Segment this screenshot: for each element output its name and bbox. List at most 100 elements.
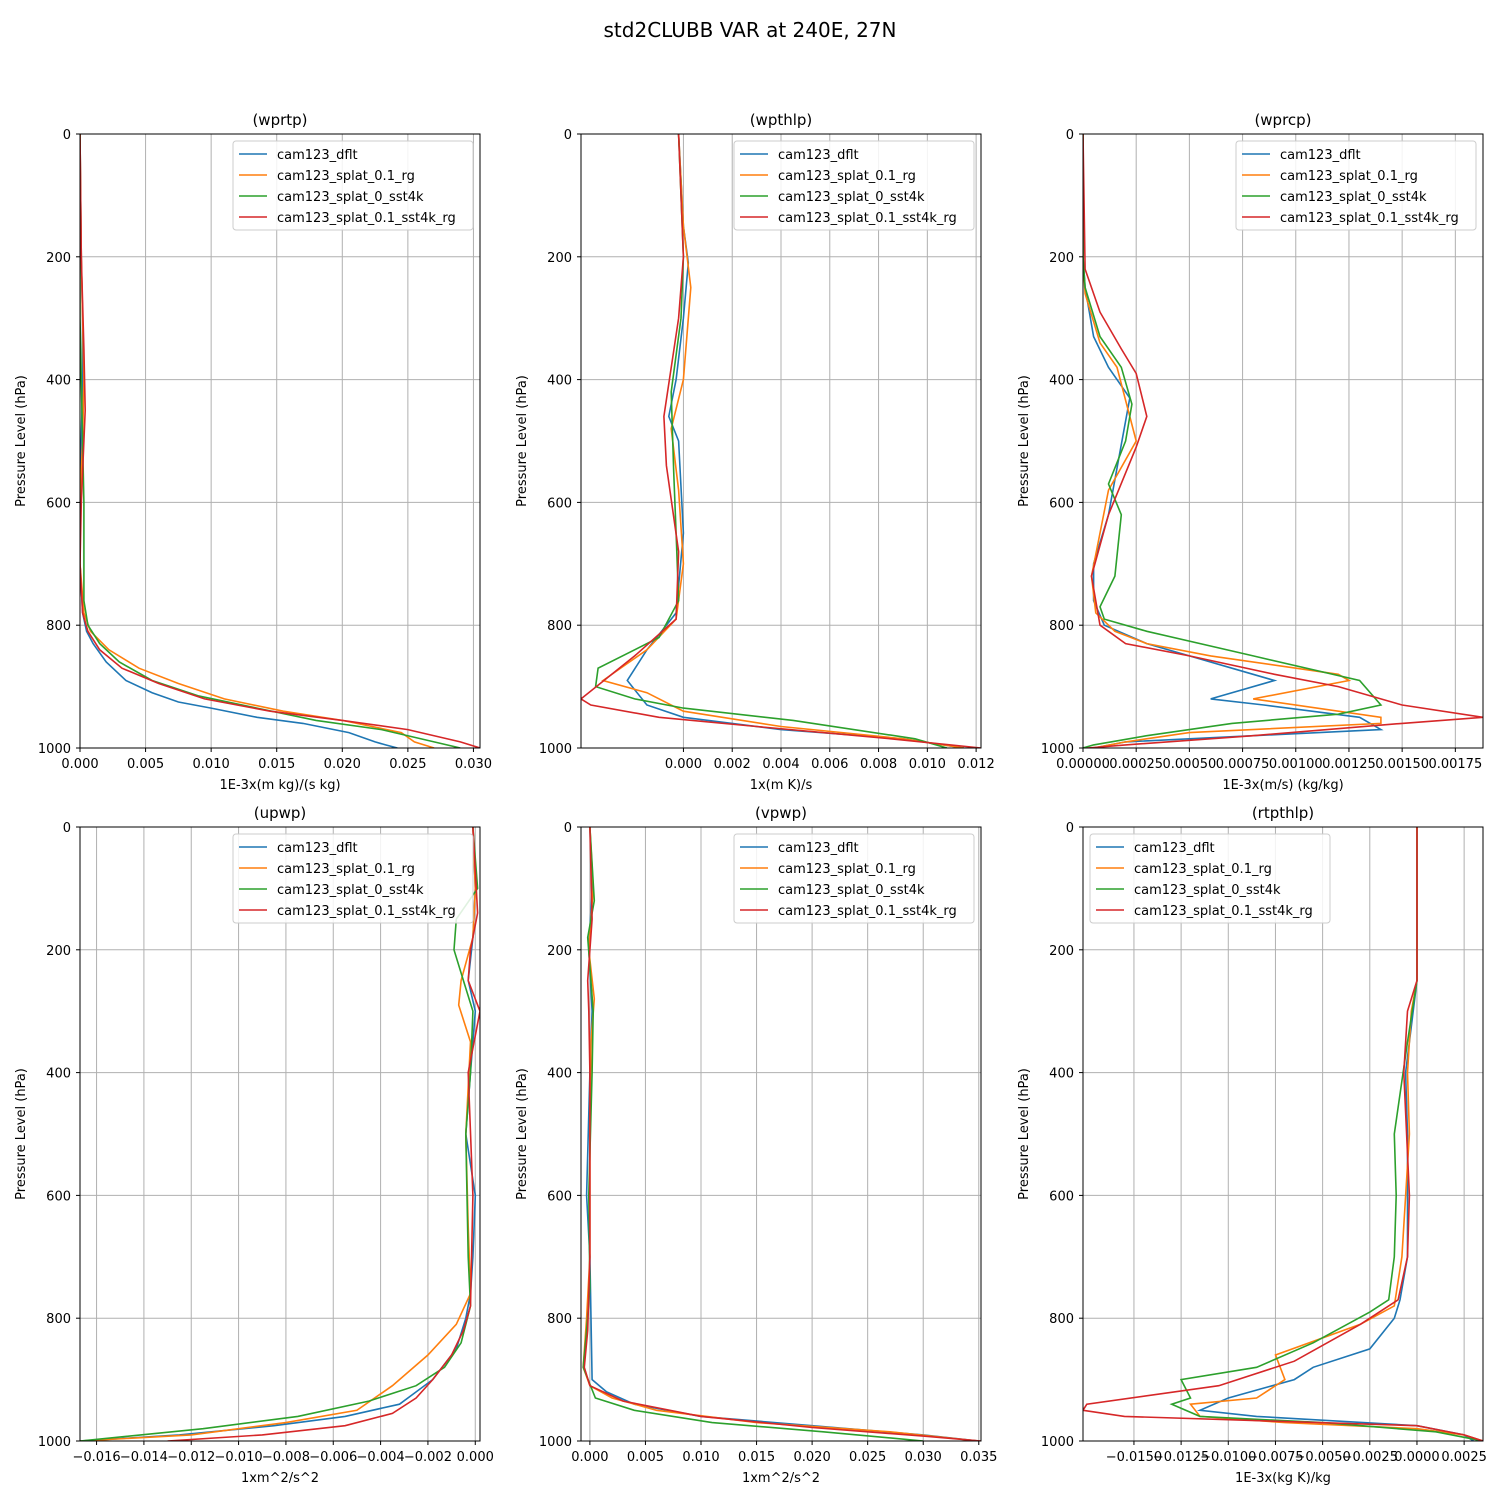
x-tick-label: 0.002 <box>714 757 751 772</box>
plot-frame <box>79 826 481 1442</box>
y-tick-label: 400 <box>1049 374 1074 389</box>
series-line-cam123_splat_0.1_sst4k_rg <box>80 134 480 748</box>
y-tick-label: 0 <box>1066 821 1074 836</box>
series-line-cam123_splat_0_sst4k <box>1169 827 1483 1441</box>
x-tick-label: −0.016 <box>73 1450 121 1465</box>
legend-entry: cam123_splat_0.1_sst4k_rg <box>778 211 957 226</box>
y-tick-label: 600 <box>547 496 572 511</box>
subplot-rtpthlp: −0.0150−0.0125−0.0100−0.0075−0.0050−0.00… <box>1017 804 1487 1486</box>
legend-entry: cam123_splat_0.1_rg <box>277 862 415 877</box>
y-tick-label: 200 <box>547 251 572 266</box>
legend-entry: cam123_splat_0_sst4k <box>1280 190 1427 205</box>
x-tick-label: 0.00125 <box>1322 757 1376 772</box>
x-tick-label: 0.00100 <box>1269 757 1323 772</box>
legend-entry: cam123_splat_0_sst4k <box>778 883 925 898</box>
x-tick-label: 0.00075 <box>1216 757 1270 772</box>
x-axis-label: 1x(m K)/s <box>750 778 813 793</box>
x-tick-label: −0.014 <box>120 1450 168 1465</box>
subplot-title: (wpthlp) <box>750 111 813 129</box>
plot-frame <box>79 133 481 749</box>
x-axis-label: 1xm^2/s^2 <box>742 1471 820 1486</box>
subplot-wprtp: 0.000 0.005 0.010 0.015 0.020 0.025 0.030 0 200 4… <box>14 111 492 793</box>
legend-entry: cam123_splat_0.1_rg <box>778 862 916 877</box>
x-tick-label: −0.0025 <box>1342 1450 1398 1465</box>
y-tick-label: 800 <box>46 619 71 634</box>
y-axis-label: Pressure Level (hPa) <box>1017 375 1032 507</box>
legend-entry: cam123_splat_0.1_rg <box>1134 862 1272 877</box>
x-tick-label: −0.0050 <box>1294 1450 1350 1465</box>
x-tick-label: −0.008 <box>262 1450 310 1465</box>
subplot-wprcp: 0.00000 0.00025 0.00050 0.00075 0.00100 0.001… <box>1017 111 1484 793</box>
x-tick-label: 0.005 <box>127 757 164 772</box>
x-tick-label: 0.0025 <box>1441 1450 1487 1465</box>
y-axis-label: Pressure Level (hPa) <box>1017 1068 1032 1200</box>
series-line-cam123_splat_0_sst4k <box>594 134 948 748</box>
y-axis-label: Pressure Level (hPa) <box>515 375 530 507</box>
series-line-cam123_splat_0.1_sst4k_rg <box>1083 827 1483 1441</box>
x-tick-label: 0.000 <box>457 1450 494 1465</box>
series-line-cam123_splat_0.1_sst4k_rg <box>1083 134 1483 748</box>
x-tick-label: −0.0075 <box>1247 1450 1303 1465</box>
subplot-upwp: −0.016 −0.014 −0.012 −0.010 −0.008 −0.006 −0.0… <box>14 804 494 1486</box>
y-tick-label: 0 <box>63 821 71 836</box>
legend: cam123_dflt cam123_splat_0.1_rg cam123_spl… <box>733 833 975 924</box>
x-tick-label: 0.015 <box>258 757 295 772</box>
y-tick-label: 400 <box>46 374 71 389</box>
subplot-wpthlp: 0.000 0.002 0.004 0.006 0.008 0.010 0.012 0 200 4… <box>515 111 995 793</box>
x-tick-label: −0.012 <box>167 1450 215 1465</box>
x-tick-label: 0.020 <box>324 757 361 772</box>
y-tick-label: 0 <box>564 128 572 143</box>
legend: cam123_dflt cam123_splat_0.1_rg cam123_spl… <box>1235 140 1477 231</box>
y-tick-label: 400 <box>547 1067 572 1082</box>
legend-entry: cam123_splat_0.1_sst4k_rg <box>277 211 456 226</box>
legend-entry: cam123_splat_0.1_rg <box>778 169 916 184</box>
series-line-cam123_splat_0.1_rg <box>1083 134 1382 748</box>
x-tick-label: 0.030 <box>905 1450 942 1465</box>
y-tick-label: 200 <box>1049 944 1074 959</box>
x-tick-label: 0.010 <box>909 757 946 772</box>
legend-box <box>232 833 474 924</box>
y-tick-label: 600 <box>1049 496 1074 511</box>
x-tick-label: 0.00150 <box>1375 757 1429 772</box>
plot-frame <box>1082 133 1484 749</box>
x-tick-label: 0.025 <box>849 1450 886 1465</box>
y-axis-label: Pressure Level (hPa) <box>14 1068 29 1200</box>
y-axis-label: Pressure Level (hPa) <box>14 375 29 507</box>
plot-frame <box>1082 826 1484 1442</box>
legend-box <box>232 140 474 231</box>
y-tick-label: 200 <box>547 944 572 959</box>
subplot-title: (vpwp) <box>755 804 807 822</box>
y-tick-label: 400 <box>1049 1067 1074 1082</box>
x-tick-label: 0.000 <box>665 757 702 772</box>
x-axis-label: 1E-3x(m/s) (kg/kg) <box>1222 778 1343 793</box>
x-tick-label: −0.004 <box>357 1450 405 1465</box>
x-tick-label: 0.000 <box>571 1450 608 1465</box>
legend: cam123_dflt cam123_splat_0.1_rg cam123_spl… <box>733 140 975 231</box>
x-tick-label: 0.00050 <box>1163 757 1217 772</box>
legend-box <box>733 140 975 231</box>
y-tick-label: 800 <box>547 1312 572 1327</box>
y-tick-label: 800 <box>547 619 572 634</box>
legend-entry: cam123_dflt <box>778 841 859 856</box>
figure-title: std2CLUBB VAR at 240E, 27N <box>604 18 897 42</box>
x-tick-label: −0.010 <box>215 1450 263 1465</box>
legend-entry: cam123_splat_0.1_sst4k_rg <box>1280 211 1459 226</box>
series-line-cam123_splat_0_sst4k <box>80 134 461 748</box>
legend-box <box>1089 833 1331 924</box>
y-tick-label: 1000 <box>38 742 71 757</box>
series-line-cam123_splat_0.1_sst4k_rg <box>581 134 981 748</box>
y-tick-label: 200 <box>46 251 71 266</box>
legend-entry: cam123_splat_0.1_sst4k_rg <box>1134 904 1313 919</box>
y-tick-label: 200 <box>1049 251 1074 266</box>
series-line-cam123_splat_0_sst4k <box>80 827 479 1441</box>
x-tick-label: 0.010 <box>193 757 230 772</box>
legend-entry: cam123_dflt <box>778 148 859 163</box>
x-tick-label: 0.00025 <box>1109 757 1163 772</box>
x-tick-label: 0.000 <box>61 757 98 772</box>
series-line-cam123_splat_0_sst4k <box>1083 134 1383 748</box>
x-axis-label: 1E-3x(m kg)/(s kg) <box>219 778 340 793</box>
legend-entry: cam123_dflt <box>1134 841 1215 856</box>
x-tick-label: 0.020 <box>794 1450 831 1465</box>
